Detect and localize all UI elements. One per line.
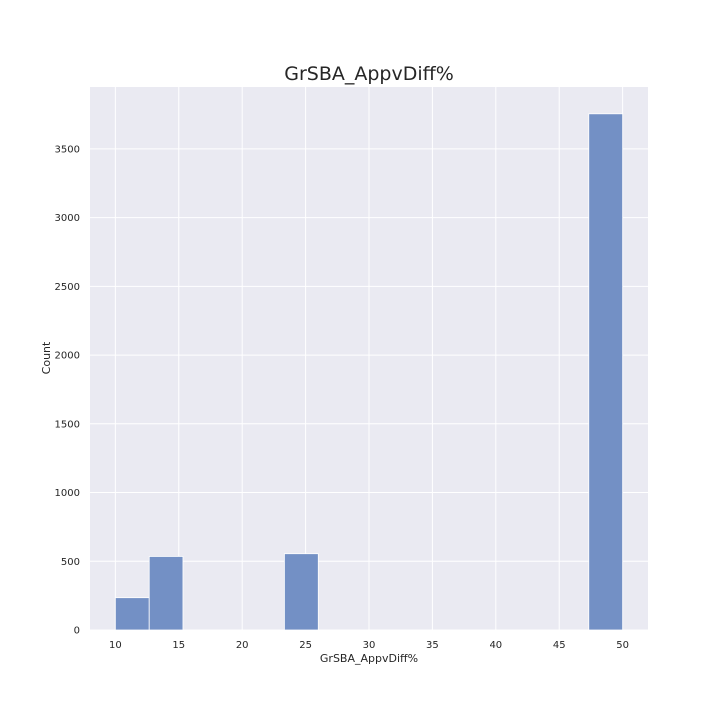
y-tick-label: 2500: [55, 282, 80, 293]
y-tick-label: 2000: [55, 351, 80, 362]
y-tick-label: 3000: [55, 213, 80, 224]
y-tick-label: 1000: [55, 488, 80, 499]
x-tick-label: 30: [363, 640, 376, 651]
x-tick-label: 35: [426, 640, 439, 651]
y-tick-label: 3500: [55, 144, 80, 155]
y-tick-label: 0: [74, 626, 80, 637]
x-axis-label: GrSBA_AppvDiff%: [320, 652, 418, 665]
x-tick-label: 20: [236, 640, 249, 651]
x-tick-label: 10: [109, 640, 122, 651]
x-tick-labels: 10 15 20 25 30 35 40 45 50: [109, 640, 629, 651]
chart-title: GrSBA_AppvDiff%: [284, 63, 454, 85]
histogram-bar: [284, 553, 319, 631]
x-tick-label: 40: [489, 640, 502, 651]
histogram-bar: [148, 556, 184, 631]
histogram-bars: [114, 113, 624, 631]
y-tick-labels: 0 500 1000 1500 2000 2500 3000 3500: [55, 144, 80, 636]
x-tick-label: 25: [299, 640, 312, 651]
x-tick-label: 45: [553, 640, 566, 651]
y-tick-label: 500: [61, 557, 80, 568]
y-axis-label: Count: [40, 341, 53, 374]
histogram-bar: [114, 597, 150, 631]
y-tick-label: 1500: [55, 419, 80, 430]
x-tick-label: 15: [172, 640, 185, 651]
histogram-bar: [588, 113, 624, 631]
x-tick-label: 50: [616, 640, 629, 651]
